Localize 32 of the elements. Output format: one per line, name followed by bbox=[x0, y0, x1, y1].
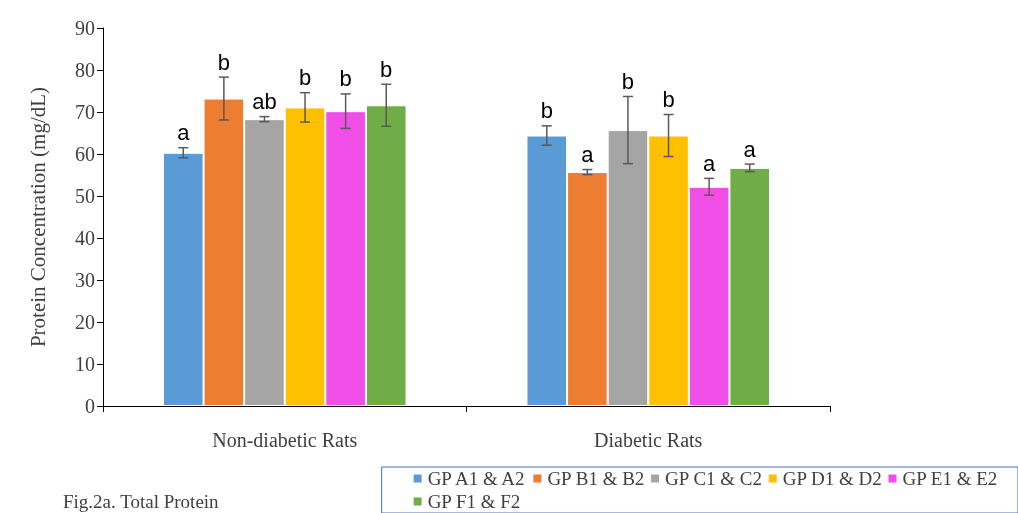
y-tick-label: 20 bbox=[75, 311, 95, 333]
legend-label: GP C1 & C2 bbox=[665, 468, 763, 489]
data-label: a bbox=[177, 120, 191, 146]
y-tick-label: 90 bbox=[75, 17, 95, 39]
y-tick-label: 0 bbox=[85, 395, 95, 417]
data-label: b bbox=[339, 66, 352, 92]
legend-label: GP E1 & E2 bbox=[902, 468, 998, 489]
x-tick-label: Non-diabetic Rats bbox=[212, 429, 358, 451]
data-label: b bbox=[662, 87, 675, 113]
y-tick-label: 10 bbox=[75, 353, 95, 375]
data-label: a bbox=[743, 136, 757, 162]
y-tick-label: 40 bbox=[75, 227, 95, 249]
data-label: b bbox=[298, 65, 312, 91]
y-tick-label: 70 bbox=[75, 101, 95, 123]
y-tick-label: 60 bbox=[75, 143, 95, 165]
y-tick-label: 30 bbox=[75, 269, 95, 291]
legend-label: GP A1 & A2 bbox=[427, 468, 525, 489]
caption: Fig.2a. Total Protein bbox=[63, 491, 220, 512]
y-axis-title: Protein Concentration (mg/dL) bbox=[25, 86, 50, 348]
data-label: b bbox=[540, 98, 553, 124]
legend-label: GP B1 & B2 bbox=[547, 468, 645, 489]
data-label: b bbox=[217, 49, 230, 75]
data-label: ab bbox=[252, 89, 277, 115]
x-tick-label: Diabetic Rats bbox=[594, 429, 703, 451]
legend-label: GP F1 & F2 bbox=[427, 491, 521, 512]
data-label: a bbox=[703, 150, 717, 176]
y-tick-label: 80 bbox=[75, 59, 95, 81]
data-label: b bbox=[380, 56, 393, 82]
legend-label: GP D1 & D2 bbox=[782, 468, 882, 489]
y-tick-label: 50 bbox=[75, 185, 95, 207]
data-label: a bbox=[581, 142, 595, 168]
data-label: b bbox=[621, 68, 635, 94]
